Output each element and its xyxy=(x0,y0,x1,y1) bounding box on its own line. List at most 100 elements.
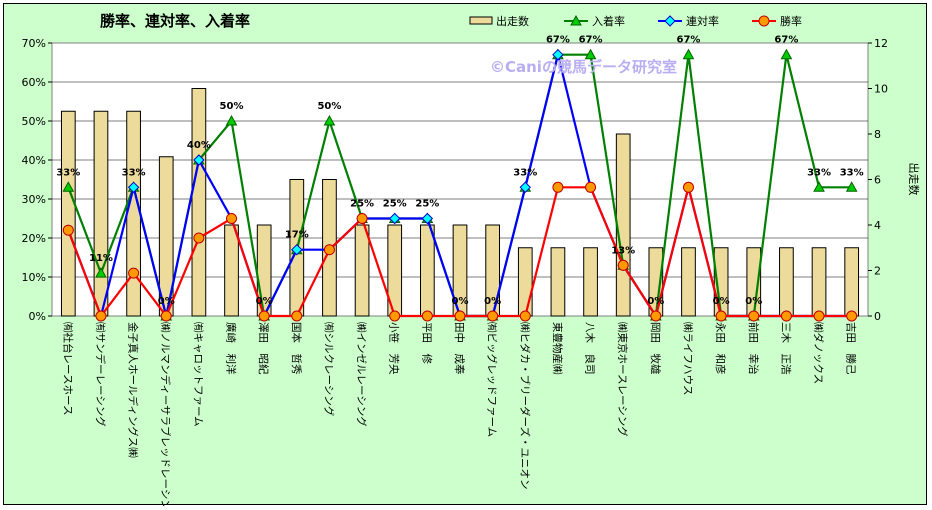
y-tick-label: 70% xyxy=(22,37,46,50)
series-point xyxy=(552,48,564,61)
series-point xyxy=(127,181,140,194)
chart-area: 勝率、連対率、入着率 33% 11% 33% 0% 40% 50% 0% 17% 50% 25% 2… xyxy=(3,3,927,506)
y2-tick-label: 0 xyxy=(874,310,881,323)
data-label: 11% xyxy=(89,253,113,264)
category-label: 金子真人ホールディングス㈱ xyxy=(127,322,140,458)
category-label: ㈱ダノックス xyxy=(812,322,825,384)
series-point xyxy=(62,181,75,192)
data-label: 33% xyxy=(122,167,146,178)
series-point xyxy=(258,310,270,322)
line-series xyxy=(62,48,858,322)
series-point xyxy=(389,212,401,225)
data-label: 0% xyxy=(745,296,762,307)
data-label: 25% xyxy=(350,199,374,210)
data-label: 33% xyxy=(840,167,864,178)
bar xyxy=(224,224,239,317)
category-label: 永田 和彦 xyxy=(714,322,727,375)
series-point xyxy=(748,310,760,322)
series-point xyxy=(552,181,564,193)
data-label: 50% xyxy=(317,101,341,112)
data-label: 13% xyxy=(611,245,635,256)
series-point xyxy=(95,310,107,322)
category-label: 廣崎 利洋 xyxy=(225,322,238,375)
bar xyxy=(354,224,370,317)
data-label: 50% xyxy=(220,101,244,112)
category-label: 前田 幸治 xyxy=(747,322,760,375)
series-point xyxy=(813,181,825,192)
series-point xyxy=(846,310,858,322)
chart-title: 勝率、連対率、入着率 xyxy=(100,12,250,30)
y2-tick-label: 8 xyxy=(874,128,881,141)
category-label: 小笹 芳央 xyxy=(388,322,401,375)
bar xyxy=(517,247,533,317)
series-point xyxy=(519,310,531,322)
category-label: 澤田 昭紀 xyxy=(257,322,270,375)
y2-tick-label: 12 xyxy=(874,37,888,50)
category-label: ㈱ヒダカ・ブリーダーズ・ユニオン xyxy=(518,322,531,489)
legend-swatch xyxy=(469,16,493,25)
series-point xyxy=(356,213,368,224)
series-point xyxy=(585,181,597,193)
series-point xyxy=(682,48,695,60)
bar xyxy=(811,247,827,317)
series-point xyxy=(845,181,858,192)
category-label: 田中 成奉 xyxy=(453,322,466,375)
bar xyxy=(60,110,76,317)
data-label: 67% xyxy=(774,35,798,46)
series-point xyxy=(291,243,303,256)
series-point xyxy=(617,259,629,271)
y-tick-label: 10% xyxy=(22,271,46,284)
legend: 出走数 入着率 連対率 勝率 xyxy=(469,14,802,28)
bar xyxy=(583,247,598,317)
y2-tick-label: 4 xyxy=(874,219,881,232)
data-labels: 33% 11% 33% 0% 40% 50% 0% 17% 50% 25% 25% 25% 0% 0% 33… xyxy=(56,35,863,307)
legend-label: 出走数 xyxy=(496,14,529,28)
category-label: ㈲キャロットファーム xyxy=(192,322,204,427)
series-point xyxy=(323,114,336,126)
category-label: 平田 修 xyxy=(420,322,433,364)
right-axis-title: 出走数 xyxy=(907,163,921,196)
series-point xyxy=(584,48,597,60)
series-point xyxy=(454,310,466,322)
legend-label: 連対率 xyxy=(686,14,719,28)
data-label: 67% xyxy=(579,35,603,46)
series-point xyxy=(813,310,825,322)
y-tick-label: 30% xyxy=(22,193,46,206)
data-label: 25% xyxy=(415,199,439,210)
data-label: 25% xyxy=(383,199,407,210)
data-label: 0% xyxy=(158,296,175,307)
category-label: 国本 哲秀 xyxy=(290,322,303,375)
y-tick-label: 60% xyxy=(22,76,46,89)
series-point xyxy=(519,181,531,194)
bar xyxy=(844,247,860,317)
y-axis-right: 0 2 4 6 8 10 12 xyxy=(868,37,888,323)
series-point xyxy=(389,310,401,322)
bar xyxy=(681,247,696,317)
y2-tick-label: 6 xyxy=(874,174,881,187)
series-point xyxy=(193,154,205,166)
data-label: 0% xyxy=(256,296,273,307)
legend-marker xyxy=(664,15,676,27)
series-point xyxy=(682,181,694,193)
watermark: ©Caniの競馬データ研究室 xyxy=(490,58,677,76)
data-label: 0% xyxy=(713,296,730,307)
series-point xyxy=(62,224,74,236)
data-label: 0% xyxy=(647,296,664,307)
category-label: 東豊物産㈱ xyxy=(551,322,564,375)
series-point xyxy=(780,48,793,60)
bar xyxy=(615,133,631,317)
category-label: ㈲サンデーレーシング xyxy=(94,322,107,427)
category-label: ㈱ライフハウス xyxy=(681,322,693,396)
y-tick-label: 50% xyxy=(22,115,46,128)
category-label: ㈲ビッグレッドファーム xyxy=(486,322,499,437)
bar xyxy=(779,247,794,317)
chart-svg: 勝率、連対率、入着率 33%11%33%0%40%50%0%17%50%25% 2… xyxy=(22,12,921,506)
category-label: ㈲シルクレーシング xyxy=(322,322,335,417)
y-tick-label: 20% xyxy=(22,232,46,245)
series-point xyxy=(160,310,172,322)
data-label: 67% xyxy=(546,35,570,46)
category-label: 吉田 勝己 xyxy=(845,322,858,375)
data-label: 40% xyxy=(187,140,211,151)
series-point xyxy=(487,310,499,322)
category-label: ㈱東京ホースレーシング xyxy=(616,322,629,437)
